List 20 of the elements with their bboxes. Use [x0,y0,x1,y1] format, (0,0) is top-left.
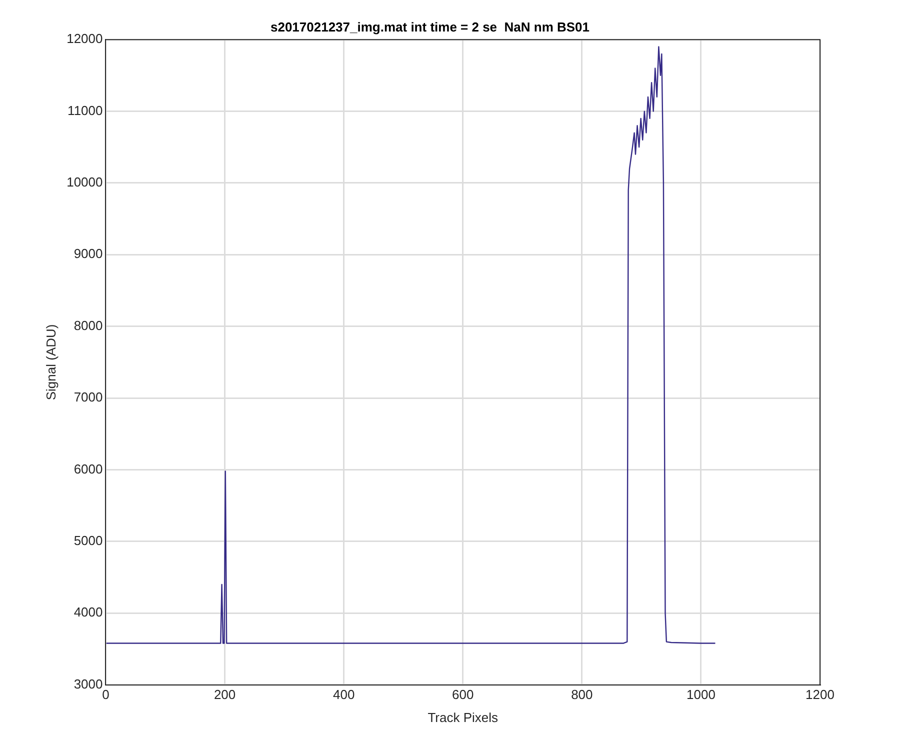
y-tick-label: 3000 [74,676,103,692]
x-axis-title: Track Pixels [428,710,499,725]
x-tick-label: 0 [102,687,110,702]
x-tick-label: 400 [332,687,355,702]
y-tick-label: 10000 [66,174,103,190]
y-axis-title: Signal (ADU) [43,324,58,400]
x-tick-label: 800 [571,687,593,702]
y-tick-label: 5000 [74,533,103,548]
x-tick-label: 200 [214,687,236,702]
y-tick-label: 9000 [74,246,103,262]
x-tick-label: 1000 [686,687,716,702]
x-tick-label: 600 [452,687,474,702]
chart-title: s2017021237_img.mat int time = 2 se NaN nm BS01 [270,19,590,34]
y-tick-label: 6000 [74,461,103,476]
y-tick-label: 8000 [74,318,103,333]
y-tick-label: 7000 [74,390,103,405]
y-tick-label: 11000 [68,102,103,118]
y-tick-label: 4000 [74,604,103,620]
y-tick-label: 12000 [66,31,103,46]
x-tick-label: 1200 [806,687,834,702]
